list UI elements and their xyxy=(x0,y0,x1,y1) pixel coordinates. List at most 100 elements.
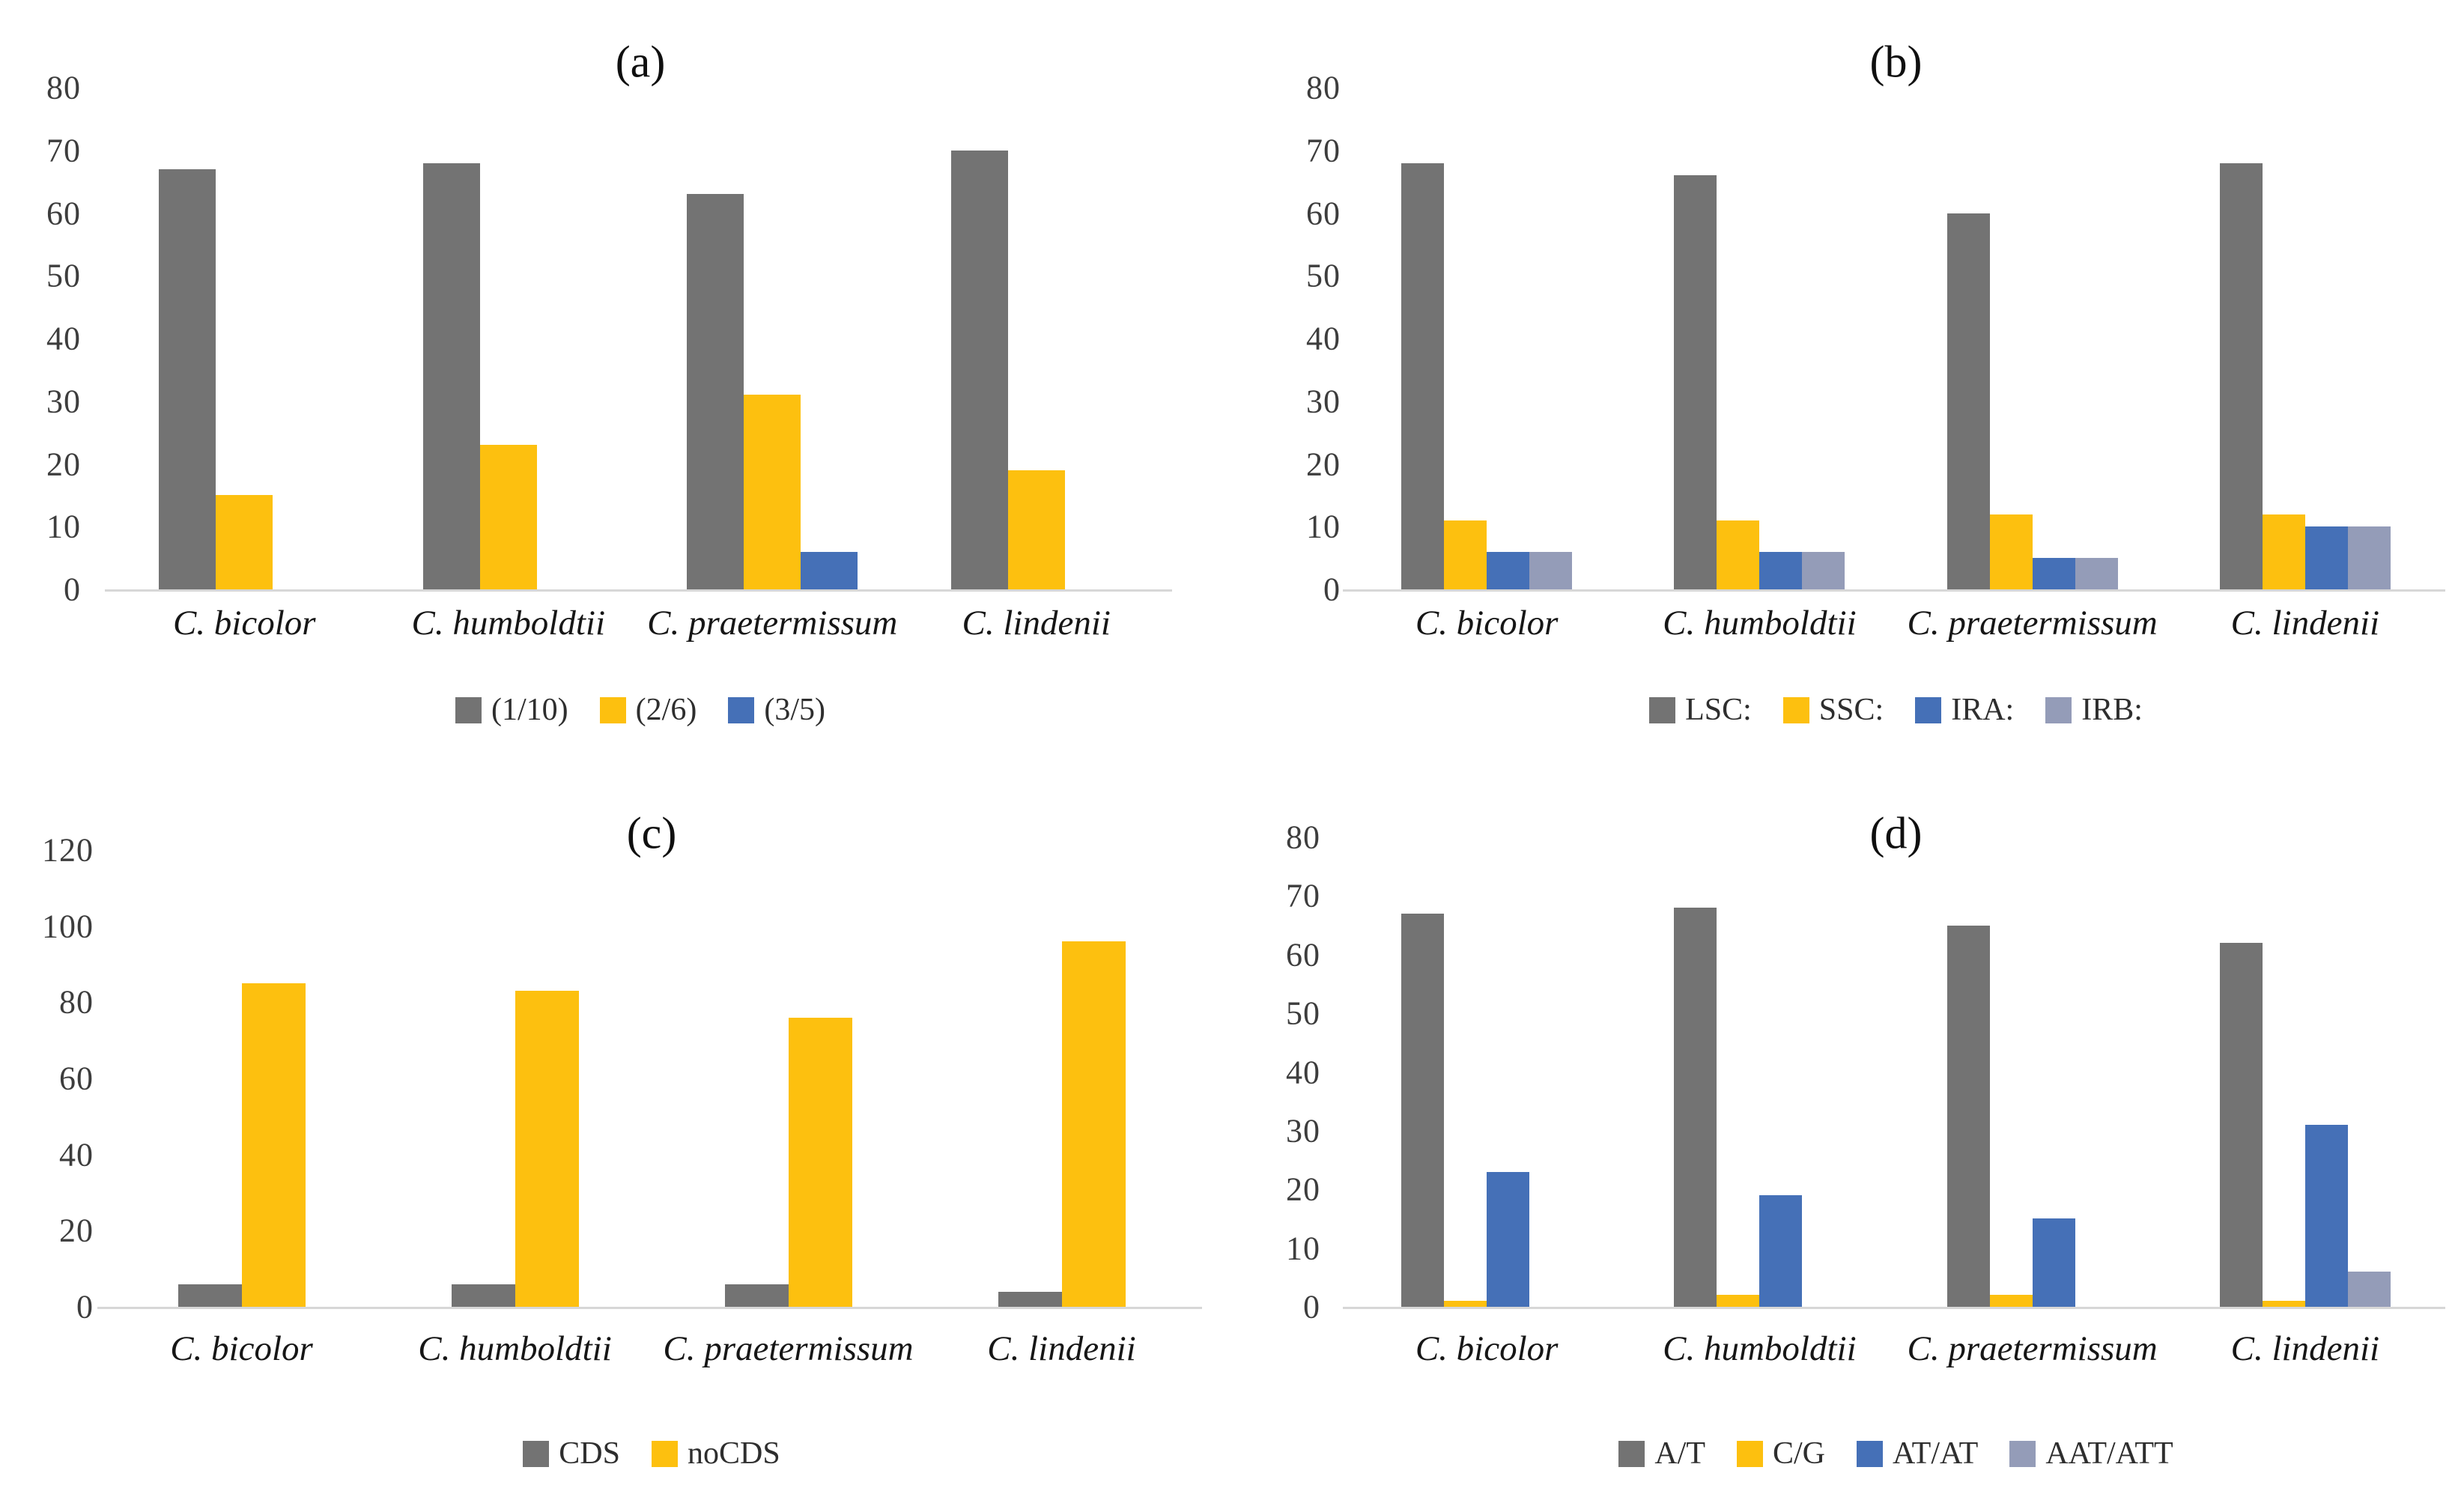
legend: LSC: SSC: IRA: IRB: xyxy=(1350,692,2442,728)
bar xyxy=(1007,470,1065,589)
y-tick-label: 70 xyxy=(46,132,81,169)
legend-label: AT/AT xyxy=(1893,1436,1979,1471)
bar xyxy=(1674,175,1717,589)
legend-label: LSC: xyxy=(1685,693,1752,727)
y-tick-label: 20 xyxy=(1286,1171,1320,1208)
category-label: C. praetermissum xyxy=(647,604,898,643)
x-axis-baseline xyxy=(1343,1307,2445,1309)
legend-item: (1/10) xyxy=(455,692,568,728)
panel-title: (a) xyxy=(615,37,666,87)
bar xyxy=(216,495,273,589)
legend-swatch-icon xyxy=(1782,696,1809,723)
bar xyxy=(1759,1195,1803,1307)
category-label: C. humboldtii xyxy=(1663,1329,1857,1368)
legend-swatch-icon xyxy=(1857,1440,1883,1467)
y-tick-label: 120 xyxy=(42,831,94,869)
bar xyxy=(2219,163,2263,589)
legend-item: (3/5) xyxy=(728,692,825,728)
bar xyxy=(2219,943,2263,1307)
bar xyxy=(177,1284,242,1307)
panel-c: (c) 0 20 40 60 80 100 120 C. bicolor C. humboldt… xyxy=(0,753,1232,1506)
y-tick-label: 10 xyxy=(1286,1230,1320,1267)
legend-swatch-icon xyxy=(728,696,755,723)
x-axis-baseline xyxy=(97,1307,1202,1309)
legend-label: IRA: xyxy=(1951,693,2015,727)
y-tick-label: 100 xyxy=(42,908,94,945)
x-axis-baseline xyxy=(1343,589,2445,592)
bar xyxy=(2075,558,2118,589)
bar xyxy=(241,983,306,1307)
legend-label: noCDS xyxy=(688,1436,780,1471)
y-tick-label: 30 xyxy=(1286,1112,1320,1150)
bar xyxy=(1989,514,2033,589)
bar xyxy=(515,991,579,1307)
panel-b: (b) 0 10 20 30 40 50 60 70 80 C. bicolor C. humbol… xyxy=(1232,0,2464,753)
legend-label: C/G xyxy=(1772,1436,1825,1471)
bar xyxy=(950,150,1008,589)
bar xyxy=(2262,514,2305,589)
legend-item: SSC: xyxy=(1782,692,1884,728)
y-tick-label: 60 xyxy=(59,1060,94,1097)
legend-swatch-icon xyxy=(1915,696,1942,723)
category-label: C. lindenii xyxy=(962,604,1111,643)
legend-label: SSC: xyxy=(1818,693,1884,727)
bar xyxy=(1401,163,1445,589)
legend-swatch-icon xyxy=(652,1440,678,1467)
legend-item: AAT/ATT xyxy=(2009,1436,2173,1472)
y-tick-label: 80 xyxy=(1286,819,1320,856)
bar xyxy=(1802,551,1845,589)
bar xyxy=(2304,1125,2348,1307)
y-tick-label: 20 xyxy=(1306,446,1341,482)
bar xyxy=(1401,913,1445,1307)
legend-label: IRB: xyxy=(2081,693,2143,727)
bar xyxy=(1717,520,1760,589)
bar xyxy=(2032,558,2075,589)
bar xyxy=(801,551,858,589)
y-tick-label: 50 xyxy=(1306,257,1341,294)
legend-label: A/T xyxy=(1654,1436,1705,1471)
bar xyxy=(2304,526,2348,589)
legend-swatch-icon xyxy=(523,1440,550,1467)
legend-swatch-icon xyxy=(1649,696,1676,723)
panel-title: (b) xyxy=(1869,37,1923,87)
legend-swatch-icon xyxy=(455,696,482,723)
y-tick-label: 40 xyxy=(1306,320,1341,357)
bar xyxy=(1674,908,1717,1307)
y-tick-label: 70 xyxy=(1306,132,1341,169)
bar xyxy=(2347,526,2391,589)
y-tick-label: 80 xyxy=(59,983,94,1021)
panel-a: (a) 0 10 20 30 40 50 60 70 80 C. bicolor C. humbol… xyxy=(0,0,1232,753)
legend-item: C/G xyxy=(1736,1436,1825,1472)
category-label: C. humboldtii xyxy=(418,1329,612,1368)
y-tick-label: 40 xyxy=(1286,1054,1320,1090)
legend-item: LSC: xyxy=(1649,692,1752,728)
y-tick-label: 40 xyxy=(46,320,81,357)
bar xyxy=(744,395,801,589)
legend-item: IRA: xyxy=(1915,692,2014,728)
category-label: C. praetermissum xyxy=(1907,1329,2158,1368)
bar xyxy=(1444,520,1487,589)
legend-swatch-icon xyxy=(1618,1440,1645,1467)
bar xyxy=(1487,1171,1530,1307)
y-tick-label: 0 xyxy=(64,571,81,608)
bar xyxy=(1989,1295,2033,1307)
y-tick-label: 50 xyxy=(46,257,81,294)
legend-label: AAT/ATT xyxy=(2045,1436,2173,1471)
bar xyxy=(2262,1301,2305,1307)
y-tick-label: 30 xyxy=(1306,383,1341,420)
bar xyxy=(1061,941,1126,1307)
category-label: C. bicolor xyxy=(170,1329,313,1368)
legend-swatch-icon xyxy=(2009,1440,2036,1467)
category-label: C. praetermissum xyxy=(663,1329,914,1368)
y-tick-label: 20 xyxy=(59,1212,94,1249)
bar xyxy=(1946,925,1990,1307)
bar xyxy=(1717,1295,1760,1307)
legend-label: (3/5) xyxy=(764,693,825,727)
legend-item: noCDS xyxy=(652,1436,780,1472)
legend: (1/10) (2/6) (3/5) xyxy=(112,692,1168,728)
x-axis-baseline xyxy=(105,589,1172,592)
legend-item: AT/AT xyxy=(1857,1436,1978,1472)
legend-item: CDS xyxy=(523,1436,620,1472)
y-tick-label: 80 xyxy=(1306,69,1341,106)
